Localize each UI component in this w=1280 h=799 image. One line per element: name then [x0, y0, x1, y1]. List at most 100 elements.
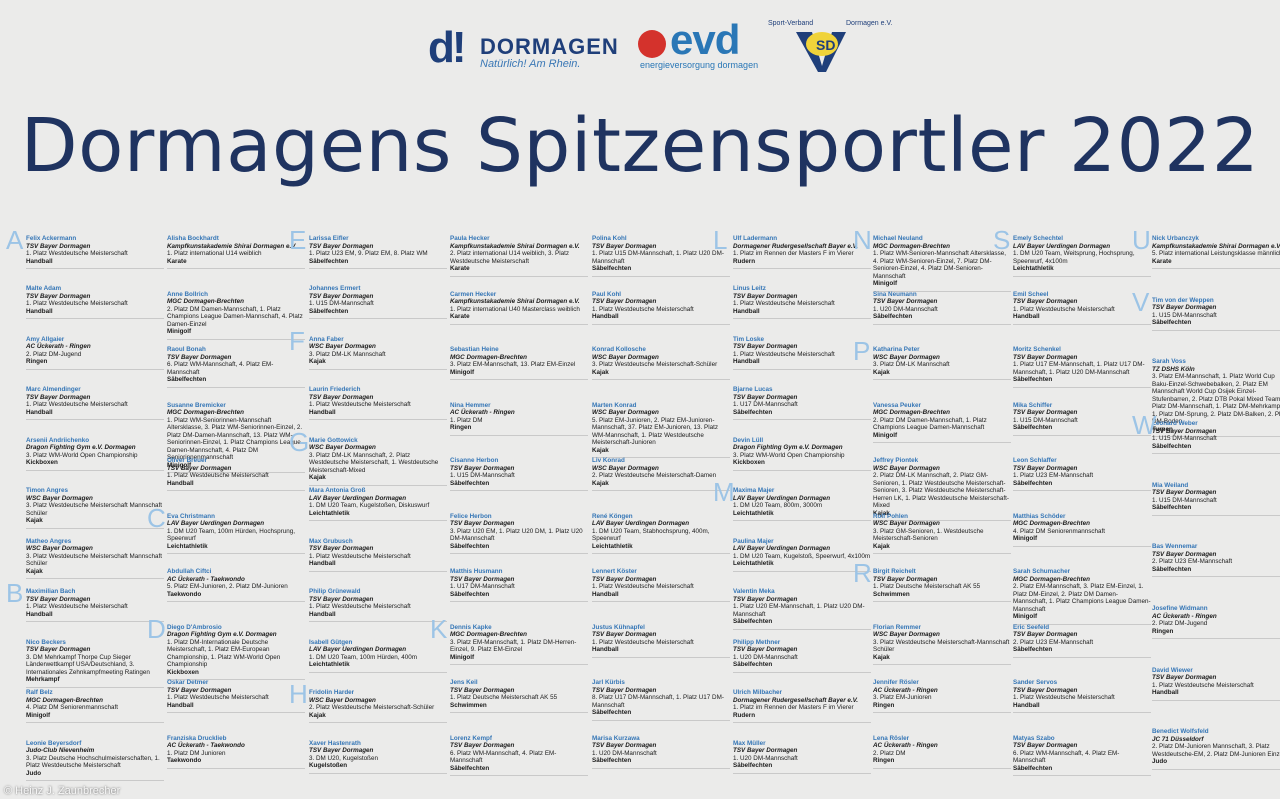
athlete-sport: Säbelfechten: [1152, 504, 1192, 512]
athlete-entry: Emely Schechtel LAV Bayer Uerdingen Dorma…: [1013, 235, 1151, 276]
athlete-name: Abdullah Ciftci: [167, 568, 212, 575]
athlete-sport: Säbelfechten: [450, 479, 490, 487]
athlete-sport: Ringen: [450, 424, 472, 431]
athlete-name: René Köngen: [592, 512, 633, 520]
athlete-entry: René Köngen LAV Bayer Uerdingen Dormagen 1…: [592, 512, 730, 554]
athlete-achievement: 3. DM U20, Kugelstoßen: [309, 754, 378, 762]
athlete-achievement: 1. Platz U23 EM-Mannschaft: [1013, 472, 1094, 479]
sportverband-emblem-icon: SD: [796, 32, 846, 72]
athlete-sport: Minigolf: [167, 461, 192, 469]
athlete-name: Nico Beckers: [26, 638, 66, 646]
athlete-club: Judo-Club Nievenheim: [26, 747, 95, 755]
athlete-entry: Marie Gottowick WSC Bayer Dormagen 3. Plat…: [309, 437, 447, 486]
athlete-club: TSV Bayer Dormagen: [1013, 631, 1078, 638]
athlete-club: LAV Bayer Uerdingen Dormagen: [592, 520, 690, 527]
athlete-club: TSV Bayer Dormagen: [167, 353, 232, 361]
athlete-entry: Alisha Bockhardt Kampfkunstakademie Shira…: [167, 235, 305, 269]
athlete-club: TSV Bayer Dormagen: [26, 393, 91, 401]
athlete-entry: Felice Herbon TSV Bayer Dormagen 3. Platz …: [450, 512, 588, 554]
athlete-entry: Ralf Belz MGC Dormagen-Brechten 4. Platz D…: [26, 689, 164, 724]
athlete-achievement: 1. U17 DM-Mannschaft: [450, 583, 515, 590]
athlete-club: TSV Bayer Dormagen: [309, 393, 374, 401]
athlete-club: AC Ückerath - Taekwondo: [167, 742, 245, 749]
athlete-club: TSV Bayer Dormagen: [733, 747, 798, 755]
athlete-name: Florian Remmer: [873, 623, 921, 631]
athlete-achievement: 1. DM U20 Team, 100m Hürden, 400m: [309, 653, 418, 661]
athlete-name: Felice Herbon: [450, 512, 492, 520]
athlete-sport: Judo: [1152, 758, 1168, 766]
athlete-entry: Ulrich Milbacher Dormagener Rudergesellsc…: [733, 689, 871, 724]
athlete-sport: Kugelstoßen: [309, 762, 348, 770]
athlete-name: Lena Rösler: [873, 734, 910, 742]
athlete-sport: Kajak: [26, 567, 43, 575]
athlete-club: TSV Bayer Dormagen: [1013, 353, 1078, 361]
athlete-club: WSC Bayer Dormagen: [873, 520, 940, 527]
athlete-entry: Sander Servos TSV Bayer Dormagen 1. Platz …: [1013, 679, 1151, 713]
athlete-entry: Jarl Kürbis TSV Bayer Dormagen 8. Platz U1…: [592, 679, 730, 720]
athlete-club: Dragon Fighting Gym e.V. Dormagen: [167, 631, 277, 638]
athlete-achievement: 2. Platz DM Damen-Mannschaft, 1. Platz C…: [167, 305, 303, 328]
athlete-sport: Kajak: [309, 358, 326, 366]
athlete-sport: Ringen: [873, 757, 895, 764]
athlete-name: Matheo Angres: [26, 537, 72, 545]
athlete-name: Paul Kohl: [592, 290, 622, 298]
athlete-sport: Kajak: [26, 517, 43, 525]
athlete-club: TSV Bayer Dormagen: [309, 747, 374, 755]
evd-logo-circle-icon: [638, 30, 666, 58]
athlete-achievement: 1. Platz Deutsche Meisterschaft AK 55: [450, 694, 558, 701]
athlete-entry: Sebastian Heine MGC Dormagen-Brechten 3. P…: [450, 346, 588, 380]
athlete-achievement: 1. Platz Westdeutsche Meisterschaft: [592, 583, 694, 590]
athlete-column: Ulf Ladermann Dormagener Rudergesellschaf…: [733, 235, 871, 790]
athlete-name: Polina Kohl: [592, 235, 627, 242]
athlete-club: WSC Bayer Dormagen: [592, 464, 659, 472]
athlete-club: MGC Dormagen-Brechten: [1013, 520, 1090, 527]
athlete-sport: Kickboxen: [26, 459, 58, 467]
athlete-sport: Säbelfechten: [1152, 442, 1192, 450]
athlete-entry: Larissa Eifler TSV Bayer Dormagen 1. Platz…: [309, 235, 447, 269]
athlete-achievement: 1. Platz im Rennen der Masters F im Vier…: [733, 250, 854, 257]
athlete-sport: Säbelfechten: [592, 709, 632, 716]
athlete-name: Larissa Eifler: [309, 235, 349, 242]
athlete-achievement: 1. Platz Westdeutsche Meisterschaft: [167, 694, 269, 701]
athlete-sport: Handball: [592, 590, 619, 598]
athlete-name: Johannes Ermert: [309, 285, 361, 293]
athlete-sport: Säbelfechten: [167, 376, 207, 383]
athlete-sport: Kickboxen: [167, 668, 199, 676]
athlete-column: Felix Ackermann TSV Bayer Dormagen 1. Plat…: [26, 235, 164, 790]
athlete-sport: Leichtathletik: [309, 509, 350, 517]
athlete-sport: Handball: [309, 560, 336, 568]
athlete-entry: Emil Scheel TSV Bayer Dormagen 1. Platz We…: [1013, 291, 1151, 325]
athlete-entry: Lena Rösler AC Ückerath - Ringen 2. Platz …: [873, 734, 1011, 769]
athlete-sport: Handball: [592, 646, 619, 653]
athlete-name: Bjarne Lucas: [733, 386, 773, 394]
athlete-entry: Susanne Bremicker MGC Dormagen-Brechten 1.…: [167, 402, 305, 473]
athlete-sport: Leichtathletik: [592, 542, 633, 550]
athlete-club: TSV Bayer Dormagen: [1013, 409, 1078, 416]
athlete-name: Michael Neuland: [873, 235, 923, 242]
athlete-entry: Sina Neumann TSV Bayer Dormagen 1. U20 DM-…: [873, 291, 1011, 325]
athlete-club: TSV Bayer Dormagen: [450, 575, 515, 583]
athlete-name: Xaver Hastenrath: [309, 739, 361, 747]
athlete-name: Maximilian Bach: [26, 588, 76, 596]
athlete-club: TSV Bayer Dormagen: [309, 242, 374, 250]
athlete-sport: Leichtathletik: [309, 661, 350, 669]
athlete-name: Philipp Methner: [733, 638, 781, 646]
athlete-name: Matthis Husmann: [450, 568, 503, 575]
athlete-achievement: 1. Platz Westdeutsche Meisterschaft: [733, 350, 835, 358]
athlete-entry: Paul Kohl TSV Bayer Dormagen 1. Platz West…: [592, 290, 730, 325]
athlete-entry: Philipp Methner TSV Bayer Dormagen 1. U20 …: [733, 638, 871, 673]
athlete-entry: Katharina Peter WSC Bayer Dormagen 3. Plat…: [873, 346, 1011, 380]
athlete-name: Devin Lüll: [733, 436, 764, 444]
athlete-achievement: 1. Platz Westdeutsche Meisterschaft: [26, 603, 128, 611]
alphabet-letter: F: [289, 325, 305, 356]
athlete-club: AC Ückerath - Taekwondo: [167, 575, 245, 583]
athlete-entry: Matheo Angres WSC Bayer Dormagen 3. Platz …: [26, 537, 164, 579]
athlete-achievement: 2. Platz DM-Jugend: [26, 350, 82, 358]
athlete-achievement: 2. Platz DM Damen-Mannschaft, 1. Platz C…: [873, 416, 987, 432]
alphabet-letter: N: [853, 225, 872, 255]
athlete-achievement: 2. Platz DM-Jugend: [1152, 620, 1208, 627]
athlete-entry: Tim Loske TSV Bayer Dormagen 1. Platz West…: [733, 336, 871, 370]
athlete-sport: Säbelfechten: [450, 764, 490, 772]
athlete-club: TSV Bayer Dormagen: [1013, 686, 1078, 694]
athlete-name: Sarah Schumacher: [1013, 568, 1071, 575]
